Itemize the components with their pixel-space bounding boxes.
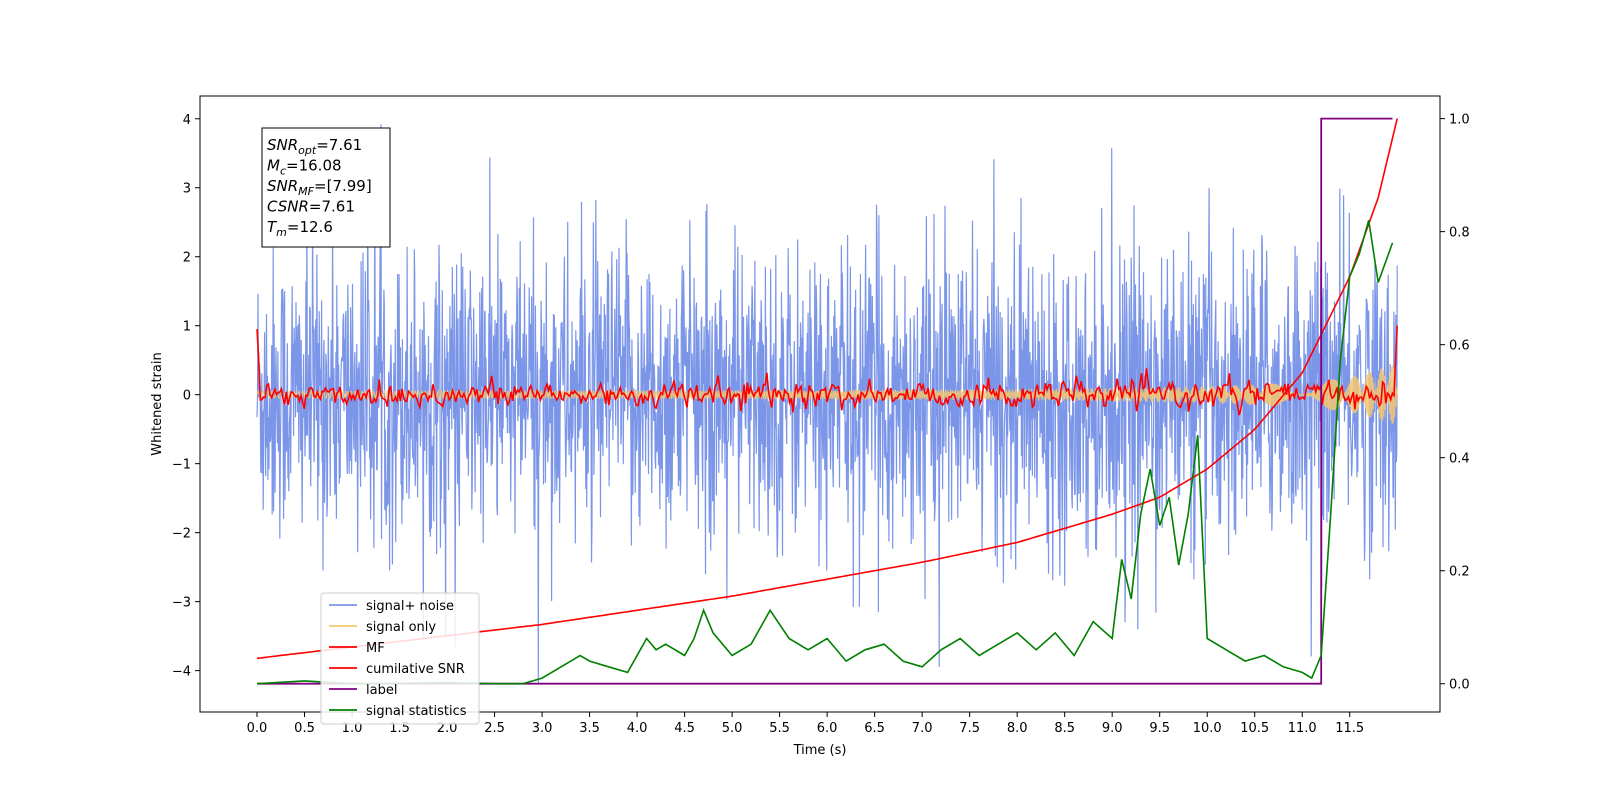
x-tick-label: 4.5 [674,721,695,736]
x-tick-label: 7.5 [959,721,980,736]
legend-label: signal+ noise [366,599,454,614]
x-tick-label: 7.0 [912,721,933,736]
info-box: SNRopt=7.61Mc=16.08SNRMF=[7.99]CSNR=7.61… [261,127,391,248]
x-tick-label: 3.5 [579,721,600,736]
x-tick-label: 10.5 [1240,721,1269,736]
info-value: =[7.99] [314,177,372,195]
y2-tick-label: 0.4 [1449,452,1470,467]
y-axis-ticks: 4 3 2 1 0 −1 −2 −3 −4 [172,113,200,680]
y-tick-label: −1 [172,458,191,473]
info-subscript: m [276,226,287,239]
y-tick-label: −2 [172,527,191,542]
info-box-frame [261,127,391,248]
x-tick-label: 11.5 [1335,721,1364,736]
info-line: SNRopt=7.61 [267,136,362,157]
legend-label: signal statistics [366,704,467,719]
info-line: Mc=16.08 [267,157,342,178]
legend-label: cumilative SNR [366,662,465,677]
x-tick-label: 2.5 [484,721,505,736]
x-tick-label: 5.5 [769,721,790,736]
info-value: =12.6 [287,218,333,236]
y2-tick-label: 0.0 [1449,678,1470,693]
info-variable: SNR [267,136,298,154]
info-line: Tm=12.6 [267,218,333,239]
y-tick-label: 0 [183,389,191,404]
x-axis-label: Time (s) [793,743,847,758]
info-subscript: opt [298,144,317,157]
y2-tick-label: 1.0 [1449,113,1470,128]
y2-tick-label: 0.8 [1449,226,1470,241]
x-axis-ticks: 0.0 0.5 1.0 1.5 2.0 2.5 3.0 3.5 4.0 4.5 5.0 5.5 6.0 6… [247,712,1364,736]
info-line: CSNR=7.61 [267,198,355,216]
y-tick-label: 2 [183,251,191,266]
info-subscript: c [280,165,286,178]
signal-noise-line [256,124,1398,685]
x-tick-label: 11.0 [1288,721,1317,736]
info-subscript: MF [298,185,314,198]
legend-label: MF [366,641,385,656]
info-value: =7.61 [309,198,355,216]
x-tick-label: 9.0 [1102,721,1123,736]
x-tick-label: 0.0 [247,721,268,736]
x-tick-label: 3.0 [532,721,553,736]
x-tick-label: 0.5 [294,721,315,736]
label-line [257,117,1393,685]
legend-frame [320,592,480,725]
plot-frame [199,95,1441,713]
y-tick-label: −3 [172,596,191,611]
info-variable: T [267,218,278,236]
x-tick-label: 10.0 [1193,721,1222,736]
x-tick-label: 6.5 [864,721,885,736]
mf-line [256,325,1398,416]
y-axis-label: Whitened strain [150,352,165,455]
y-tick-label: 4 [183,113,191,128]
x-tick-label: 1.5 [389,721,410,736]
x-tick-label: 1.0 [342,721,363,736]
x-tick-label: 8.5 [1054,721,1075,736]
y2-axis-ticks: 1.0 0.8 0.6 0.4 0.2 0.0 [1440,113,1470,693]
x-tick-label: 4.0 [627,721,648,736]
info-variable: M [267,157,280,175]
x-tick-label: 2.0 [437,721,458,736]
x-tick-label: 8.0 [1007,721,1028,736]
info-line: SNRMF=[7.99] [267,177,372,198]
x-tick-label: 5.0 [722,721,743,736]
info-value: =16.08 [286,157,342,175]
legend: signal+ noise signal only MF cumilative SNR… [320,592,480,725]
legend-label: signal only [366,620,436,635]
y2-tick-label: 0.2 [1449,565,1470,580]
y-tick-label: 1 [183,320,191,335]
legend-label: label [366,683,397,698]
info-variable: CSNR [267,198,309,216]
signal-statistics-line [256,220,1394,685]
y-tick-label: −4 [172,665,191,680]
x-tick-label: 9.5 [1149,721,1170,736]
x-tick-label: 6.0 [817,721,838,736]
info-variable: SNR [267,177,298,195]
signal-only-line [256,365,1398,425]
info-value: =7.61 [316,136,362,154]
y-tick-label: 3 [183,182,191,197]
y2-tick-label: 0.6 [1449,339,1470,354]
